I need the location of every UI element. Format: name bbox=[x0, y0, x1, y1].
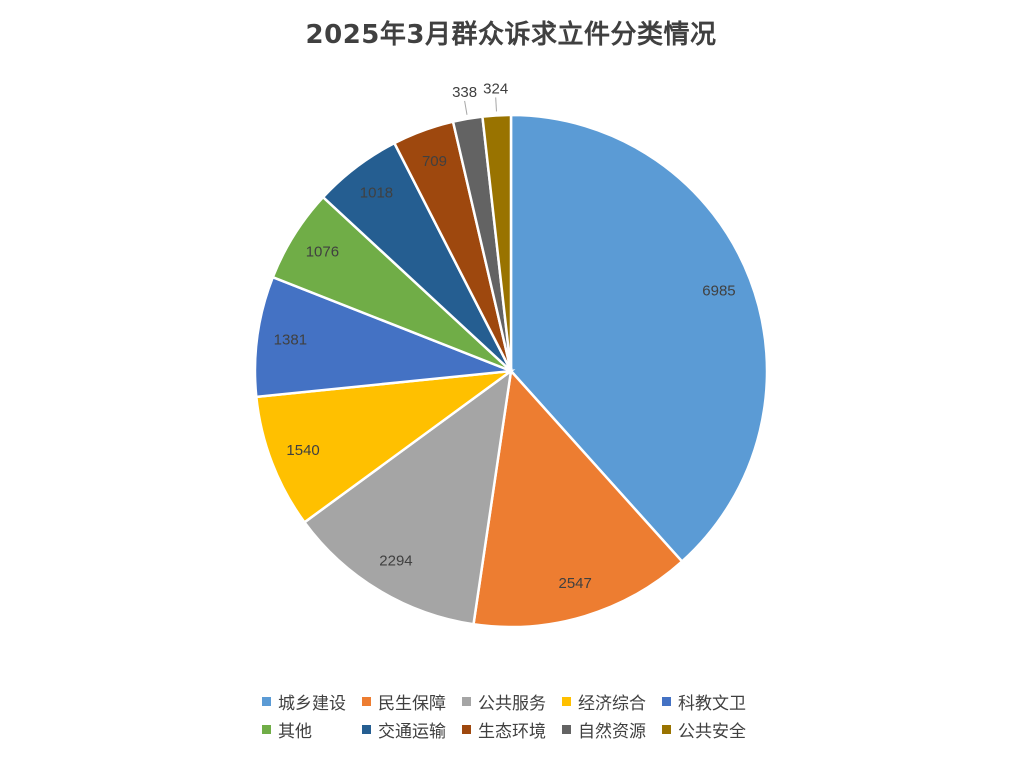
legend-item-1: 城乡建设 bbox=[262, 690, 362, 714]
pie-slice-10 bbox=[481, 113, 513, 372]
legend-item-9: 自然资源 bbox=[562, 718, 662, 742]
legend-label: 公共服务 bbox=[478, 693, 546, 714]
legend-item-2: 民生保障 bbox=[362, 690, 462, 714]
legend-label: 公共安全 bbox=[678, 721, 746, 742]
data-label-9: 338 bbox=[452, 84, 477, 101]
data-label-6: 1076 bbox=[306, 243, 339, 260]
legend-item-6: 其他 bbox=[262, 718, 362, 742]
legend-label: 民生保障 bbox=[378, 693, 446, 714]
legend-label: 经济综合 bbox=[578, 693, 646, 714]
legend-swatch bbox=[262, 696, 271, 706]
legend-item-5: 科教文卫 bbox=[662, 690, 762, 714]
data-label-3: 2294 bbox=[379, 553, 412, 570]
legend-item-8: 生态环境 bbox=[462, 718, 562, 742]
legend-item-4: 经济综合 bbox=[562, 690, 662, 714]
legend-swatch bbox=[462, 696, 471, 706]
data-label-4: 1540 bbox=[286, 442, 319, 459]
pie-slice-4 bbox=[254, 369, 516, 525]
pie-slice-3 bbox=[302, 368, 513, 626]
chart-title: 2025年3月群众诉求立件分类情况 bbox=[305, 20, 717, 50]
leader-line-10 bbox=[495, 97, 497, 112]
legend-label: 交通运输 bbox=[378, 721, 446, 742]
legend-swatch bbox=[662, 696, 671, 706]
legend: 城乡建设 民生保障 公共服务 经济综合 科教文卫其他 交通运输 生态环境 自然资源 公共安全 bbox=[262, 690, 782, 742]
legend-swatch bbox=[562, 724, 571, 734]
legend-swatch bbox=[462, 724, 471, 734]
legend-label: 其他 bbox=[278, 721, 312, 742]
leader-line-9 bbox=[464, 100, 468, 115]
leader-lines bbox=[464, 97, 497, 115]
data-label-10: 324 bbox=[483, 80, 508, 97]
legend-label: 自然资源 bbox=[578, 721, 646, 742]
legend-item-7: 交通运输 bbox=[362, 718, 462, 742]
legend-item-3: 公共服务 bbox=[462, 690, 562, 714]
data-label-5: 1381 bbox=[274, 332, 307, 349]
legend-swatch bbox=[362, 696, 371, 706]
legend-item-10: 公共安全 bbox=[662, 718, 762, 742]
pie-slices bbox=[253, 113, 769, 629]
pie-slice-1 bbox=[509, 113, 769, 564]
data-labels: 6985 2547 2294 1540 1381 1076 1018 709 338 324 bbox=[274, 80, 736, 592]
legend-label: 城乡建设 bbox=[278, 693, 346, 714]
data-label-7: 1018 bbox=[360, 184, 393, 201]
legend-swatch bbox=[662, 724, 671, 734]
legend-label: 科教文卫 bbox=[678, 693, 746, 714]
legend-swatch bbox=[362, 724, 371, 734]
legend-swatch bbox=[262, 724, 271, 734]
legend-swatch bbox=[562, 696, 571, 706]
data-label-1: 6985 bbox=[702, 282, 735, 299]
legend-label: 生态环境 bbox=[478, 721, 546, 742]
pie-slice-2 bbox=[472, 368, 684, 629]
data-label-2: 2547 bbox=[559, 575, 592, 592]
pie-slice-5 bbox=[253, 275, 512, 399]
data-label-8: 709 bbox=[422, 153, 447, 170]
